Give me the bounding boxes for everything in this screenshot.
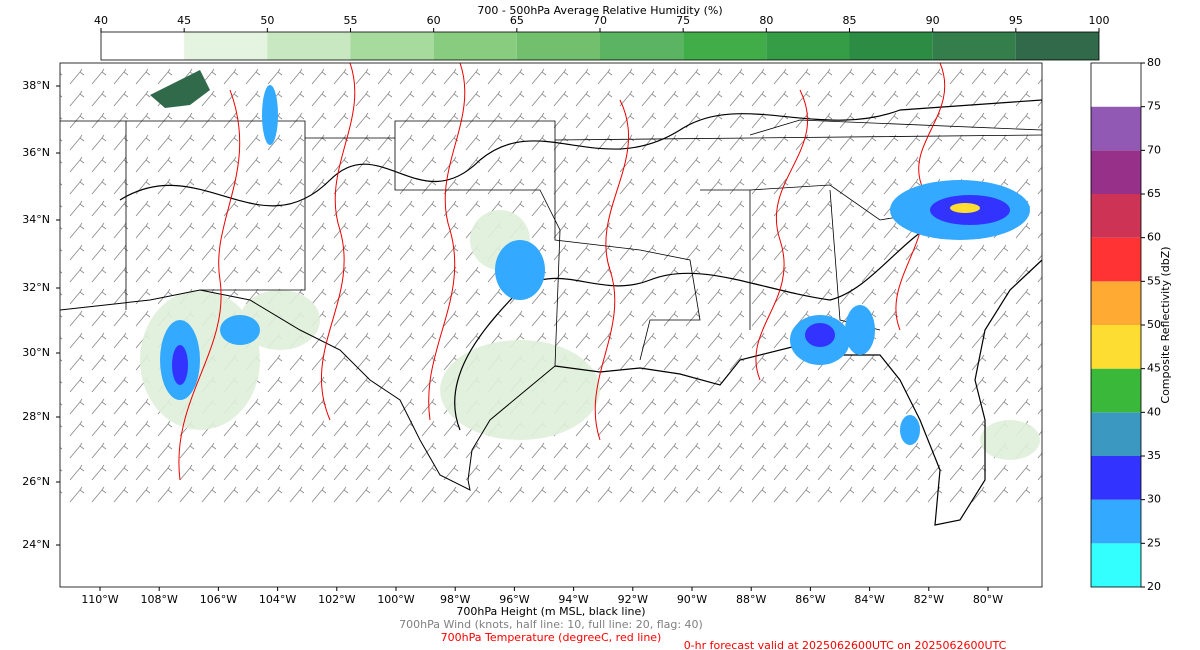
colorbar-tick-label: 90 (926, 14, 940, 27)
lon-label: 92°W (618, 593, 648, 606)
lon-label: 82°W (914, 593, 944, 606)
colorbar-segment (1091, 499, 1141, 544)
colorbar-tick-label: 55 (344, 14, 358, 27)
colorbar-segment (433, 32, 517, 60)
map-area (60, 63, 1042, 587)
caption: 700hPa Wind (knots, half line: 10, full … (399, 618, 703, 631)
lat-label: 28°N (22, 410, 50, 423)
lon-label: 98°W (440, 593, 470, 606)
caption: 700hPa Temperature (degreeC, red line) (441, 631, 662, 644)
colorbar-tick-label: 95 (1009, 14, 1023, 27)
colorbar-segment (1091, 325, 1141, 369)
lon-label: 80°W (973, 593, 1003, 606)
lon-label: 90°W (677, 593, 707, 606)
lat-label: 24°N (22, 538, 50, 551)
lon-label: 88°W (736, 593, 766, 606)
colorbar-segment (1091, 150, 1141, 194)
lat-label: 32°N (22, 281, 50, 294)
caption: 0-hr forecast valid at 2025062600UTC on … (684, 639, 1007, 650)
lat-label: 26°N (22, 475, 50, 488)
lon-label: 100°W (377, 593, 414, 606)
colorbar-tick-label: 60 (1147, 231, 1161, 244)
colorbar-segment (1015, 32, 1099, 60)
lon-label: 94°W (558, 593, 588, 606)
lon-label: 104°W (259, 593, 296, 606)
lon-label: 110°W (81, 593, 118, 606)
captions: 700hPa Height (m MSL, black line)700hPa … (399, 605, 1006, 650)
map-frame (59, 62, 1043, 588)
colorbar-tick-label: 45 (1147, 362, 1161, 375)
colorbar-segment (1091, 63, 1141, 107)
colorbar-tick-label: 25 (1147, 536, 1161, 549)
colorbar-segment (1091, 456, 1141, 500)
right-colorbar-label: Composite Reflectivity (dbZ) (1159, 246, 1172, 403)
colorbar-segment (766, 32, 850, 60)
colorbar-segment (184, 32, 268, 60)
colorbar-tick-label: 35 (1147, 449, 1161, 462)
colorbar-segment (1091, 237, 1141, 282)
colorbar-segment (101, 32, 185, 60)
colorbar-tick-label: 65 (1147, 187, 1161, 200)
lon-label: 86°W (795, 593, 825, 606)
colorbar-tick-label: 50 (260, 14, 274, 27)
colorbar-tick-label: 20 (1147, 580, 1161, 593)
colorbar-segment (683, 32, 767, 60)
colorbar-segment (1091, 194, 1141, 238)
right-colorbar: 20 25 30 35 40 45 50 55 60 65 70 75 80 (1090, 56, 1161, 593)
lon-label: 96°W (499, 593, 529, 606)
top-colorbar: 40 45 50 55 60 65 70 75 80 85 90 95 100 (94, 14, 1110, 61)
lon-label: 108°W (141, 593, 178, 606)
colorbar-segment (1091, 412, 1141, 456)
colorbar-tick-label: 50 (1147, 318, 1161, 331)
lon-label: 106°W (200, 593, 237, 606)
colorbar-tick-label: 75 (1147, 100, 1161, 113)
colorbar-tick-label: 80 (1147, 56, 1161, 69)
colorbar-segment (849, 32, 933, 60)
colorbar-segment (1091, 368, 1141, 413)
map-axes: 24°N 26°N 28°N 30°N 32°N 34°N 36°N 38°N 110°W 108… (22, 79, 1003, 606)
caption: 700hPa Height (m MSL, black line) (456, 605, 645, 618)
colorbar-tick-label: 40 (94, 14, 108, 27)
colorbar-tick-label: 75 (676, 14, 690, 27)
colorbar-segment (932, 32, 1016, 60)
lat-label: 30°N (22, 346, 50, 359)
colorbar-segment (516, 32, 600, 60)
colorbar-tick-label: 70 (1147, 143, 1161, 156)
colorbar-tick-label: 100 (1089, 14, 1110, 27)
colorbar-tick-label: 85 (843, 14, 857, 27)
colorbar-tick-label: 60 (427, 14, 441, 27)
colorbar-segment (1091, 543, 1141, 587)
lat-label: 34°N (22, 213, 50, 226)
top-colorbar-title: 700 - 500hPa Average Relative Humidity (… (477, 4, 722, 17)
colorbar-tick-label: 80 (759, 14, 773, 27)
colorbar-segment (267, 32, 351, 60)
colorbar-tick-label: 45 (177, 14, 191, 27)
lat-label: 36°N (22, 146, 50, 159)
colorbar-tick-label: 40 (1147, 405, 1161, 418)
colorbar-tick-label: 30 (1147, 493, 1161, 506)
colorbar-tick-label: 70 (593, 14, 607, 27)
colorbar-segment (1091, 106, 1141, 151)
lat-label: 38°N (22, 79, 50, 92)
colorbar-segment (1091, 281, 1141, 325)
colorbar-segment (350, 32, 434, 60)
colorbar-segment (600, 32, 684, 60)
colorbar-tick-label: 65 (510, 14, 524, 27)
colorbar-tick-label: 55 (1147, 274, 1161, 287)
lon-label: 84°W (854, 593, 884, 606)
lon-label: 102°W (318, 593, 355, 606)
